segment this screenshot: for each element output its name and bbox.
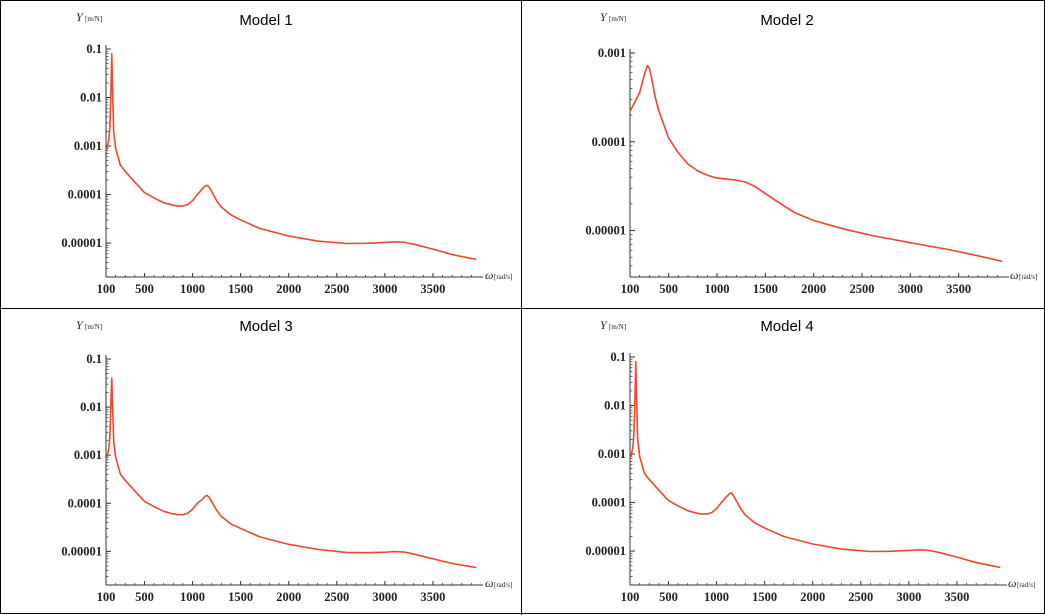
- y-tick-label: 0.001: [74, 448, 102, 462]
- x-axis-label: ω: [485, 268, 493, 282]
- x-tick-label: 500: [659, 282, 678, 296]
- x-tick-label: 1000: [180, 590, 205, 604]
- y-tick-label: 0.0001: [592, 135, 626, 149]
- x-tick-label: 2500: [324, 590, 349, 604]
- y-tick-label: 0.00001: [585, 544, 626, 558]
- x-tick-label: 2000: [801, 282, 826, 296]
- x-tick-label: 1500: [228, 590, 253, 604]
- y-axis-unit: [m/N]: [85, 15, 102, 23]
- x-tick-label: 1500: [753, 282, 778, 296]
- x-tick-label: 1000: [705, 282, 730, 296]
- x-axis-unit: [rad/s]: [1019, 273, 1037, 281]
- x-axis-unit: [rad/s]: [1017, 581, 1035, 589]
- y-tick-label: 0.01: [80, 400, 102, 414]
- x-tick-label: 2000: [800, 590, 825, 604]
- x-tick-label: 2500: [848, 590, 873, 604]
- series-line: [105, 377, 477, 569]
- y-tick-label: 0.0001: [592, 496, 626, 510]
- y-tick-label: 0.00001: [61, 544, 102, 558]
- y-tick-label: 0.001: [74, 139, 102, 153]
- x-tick-label: 100: [621, 282, 640, 296]
- y-tick-label: 0.00001: [585, 224, 626, 238]
- chart-title: Model 4: [760, 318, 813, 335]
- y-tick-label: 0.01: [604, 399, 626, 413]
- chart-svg-1: Model 1 Y [m/N] ω [rad/s] 100 500 1000 1500 2000 2…: [61, 10, 512, 296]
- x-tick-label: 100: [97, 590, 116, 604]
- y-axis-unit: [m/N]: [609, 323, 626, 331]
- chart-svg-4: Model 4 Y [m/N] ω [rad/s] 100 500 1000 1500 2000 2…: [585, 318, 1035, 604]
- x-tick-label: 100: [621, 590, 640, 604]
- x-tick-label: 3500: [420, 590, 445, 604]
- x-axis-label: ω: [1008, 576, 1016, 590]
- x-tick-label: 2500: [850, 282, 875, 296]
- x-tick-label: 3500: [420, 282, 445, 296]
- series-line: [629, 64, 1003, 263]
- y-tick-label: 0.0001: [68, 188, 102, 202]
- x-tick-label: 1500: [228, 282, 253, 296]
- x-tick-label: 2500: [324, 282, 349, 296]
- x-axis-label: ω: [1010, 268, 1018, 282]
- chart-panel-4: Model 4 Y [m/N] ω [rad/s] 100 500 1000 1500 2000 2…: [522, 309, 1045, 615]
- y-tick-label: 0.00001: [61, 236, 102, 250]
- chart-panel-1: Model 1 Y [m/N] ω [rad/s] 100 500 1000 1500 2000 2…: [1, 1, 522, 309]
- x-tick-label: 3000: [372, 282, 397, 296]
- x-axis-label: ω: [485, 576, 493, 590]
- y-tick-label: 0.1: [86, 42, 102, 56]
- series-line: [629, 360, 1001, 569]
- chart-title: Model 2: [760, 12, 813, 29]
- x-tick-label: 2000: [276, 590, 301, 604]
- y-tick-label: 0.001: [598, 46, 626, 60]
- chart-panel-3: Model 3 Y [m/N] ω [rad/s] 100 500 1000 1500 2000 2…: [1, 309, 522, 615]
- y-axis-label: Y: [600, 318, 608, 332]
- x-tick-label: 3500: [944, 590, 969, 604]
- x-tick-label: 500: [135, 590, 154, 604]
- chart-title: Model 1: [239, 12, 292, 29]
- y-axis-label: Y: [76, 10, 84, 24]
- y-tick-label: 0.0001: [68, 496, 102, 510]
- x-tick-label: 100: [97, 282, 116, 296]
- y-axis-unit: [m/N]: [609, 15, 626, 23]
- chart-svg-3: Model 3 Y [m/N] ω [rad/s] 100 500 1000 1500 2000 2…: [61, 318, 512, 604]
- chart-title: Model 3: [239, 318, 292, 335]
- y-tick-label: 0.01: [80, 91, 102, 105]
- x-tick-label: 3000: [372, 590, 397, 604]
- y-axis-unit: [m/N]: [85, 323, 102, 331]
- chart-svg-2: Model 2 Y [m/N] ω [rad/s] 100 500 1000 1500 2000 2…: [585, 10, 1037, 296]
- y-axis-label: Y: [76, 318, 84, 332]
- y-tick-label: 0.1: [610, 350, 626, 364]
- x-tick-label: 3000: [896, 590, 921, 604]
- x-tick-label: 2000: [276, 282, 301, 296]
- series-line: [105, 52, 477, 261]
- x-axis-unit: [rad/s]: [494, 581, 512, 589]
- chart-panel-2: Model 2 Y [m/N] ω [rad/s] 100 500 1000 1500 2000 2…: [522, 1, 1045, 309]
- x-tick-label: 3500: [946, 282, 971, 296]
- y-tick-label: 0.1: [86, 352, 102, 366]
- x-tick-label: 1500: [752, 590, 777, 604]
- y-axis-label: Y: [600, 10, 608, 24]
- y-tick-label: 0.001: [598, 447, 626, 461]
- x-tick-label: 500: [659, 590, 678, 604]
- x-tick-label: 500: [135, 282, 154, 296]
- x-axis-unit: [rad/s]: [494, 273, 512, 281]
- x-tick-label: 3000: [898, 282, 923, 296]
- x-tick-label: 1000: [704, 590, 729, 604]
- x-tick-label: 1000: [180, 282, 205, 296]
